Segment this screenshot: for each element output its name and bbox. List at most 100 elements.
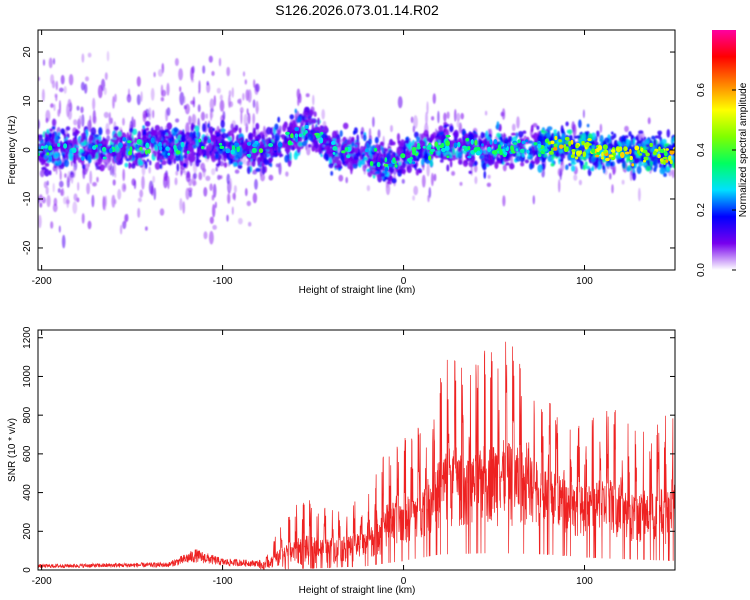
spectrogram-band-cell [148,137,152,141]
spectrogram-halo-cell [366,185,371,192]
spectrogram-peak-cell [158,145,163,151]
spectrogram-band-cell [314,140,319,149]
spectrogram-halo-cell [45,117,49,124]
spectrogram-peak-cell [618,146,623,152]
spectrogram-peak-cell [331,141,336,145]
spectrogram-peak-cell [304,124,309,129]
spectrogram-halo-cell [345,176,349,184]
spectrogram-band-cell [95,152,99,160]
spectrogram-band-cell [44,162,50,167]
spectrogram-band-cell [269,162,273,168]
spectrogram-band-cell [540,129,545,134]
spectrogram-halo-cell [131,178,136,186]
spectrogram-halo-cell [238,217,243,225]
spectrogram-halo-cell [206,81,209,86]
spectrogram-band-cell [221,132,227,139]
spectrogram-halo-cell [139,189,144,198]
spectrogram-halo-cell [150,87,155,101]
spectrogram-halo-cell [312,94,315,106]
spectrogram-halo-cell [582,109,585,119]
spectrogram-halo-cell [454,109,457,122]
spectrogram-peak-cell [553,146,558,151]
spectrogram-halo-cell [109,162,113,176]
spectrogram-band-cell [44,148,49,154]
spectrogram-halo-cell [297,97,300,106]
spectrogram-peak-cell [201,145,205,150]
spectrogram-peak-cell [513,142,518,145]
spectrogram-band-cell [211,135,216,142]
spectrogram-band-cell [246,166,251,175]
spectrogram-band-cell [350,155,354,162]
spectrogram-band-cell [586,123,590,128]
spectrogram-halo-cell [474,176,478,185]
spectrogram-halo-cell [122,168,125,182]
spectrogram-band-cell [397,169,403,174]
spectrogram-band-cell [238,161,243,166]
spectrogram-band-cell [599,134,604,144]
spectrogram-band-cell [227,136,232,141]
spectrogram-peak-cell [46,152,50,156]
spectrogram-halo-cell [59,180,64,188]
spectrogram-peak-cell [63,143,68,149]
spectrogram-halo-cell [141,175,145,190]
spectrogram-peak-cell [637,149,640,154]
spectrogram-halo-cell [255,83,260,93]
spectrogram-peak-cell [515,148,519,152]
spectrogram-halo-cell [157,69,163,77]
spectrogram-peak-cell [563,146,569,153]
spectrogram-band-cell [318,147,322,152]
spectrogram-band-cell [446,164,450,172]
spectrogram-peak-cell [638,153,643,156]
spectrogram-halo-cell [38,214,42,229]
spectrogram-band-cell [168,148,172,154]
spectrogram-halo-cell [446,111,450,119]
spectrogram-peak-cell [547,141,552,145]
spectrogram-peak-cell [575,144,579,149]
spectrogram-band-cell [97,157,103,163]
spectrogram-band-cell [206,150,210,160]
spectrogram-halo-cell [163,172,168,181]
spectrogram-peak-cell [294,133,299,138]
spectrogram-band-cell [630,159,633,163]
colorbar-tick-label: 0.0 [696,263,707,277]
spectrogram-peak-cell [568,140,572,147]
spectrogram-peak-cell [571,149,576,153]
spectrogram-band-cell [330,171,334,176]
spectrogram-peak-cell [48,145,53,151]
spectrogram-y-tick-label: 10 [22,95,33,107]
spectrogram-halo-cell [136,76,141,87]
spectrogram-halo-cell [609,172,612,180]
spectrogram-band-cell [261,161,265,168]
spectrogram-halo-cell [246,200,251,207]
spectrogram-band-cell [57,132,61,137]
spectrogram-band-cell [223,162,228,168]
spectrogram-band-cell [445,150,450,155]
spectrogram-band-cell [443,121,448,126]
spectrogram-band-cell [395,155,400,161]
spectrogram-halo-cell [213,95,216,107]
spectrogram-band-cell [277,129,281,135]
spectrogram-peak-cell [581,140,585,146]
spectrogram-halo-cell [599,123,603,133]
spectrogram-halo-cell [572,123,577,137]
spectrogram-peak-cell [408,158,412,164]
spectrogram-band-cell [626,166,631,172]
spectrogram-peak-cell [175,150,181,155]
spectrogram-halo-cell [150,185,154,197]
spectrogram-band-cell [605,162,611,167]
spectrogram-band-cell [41,157,45,166]
spectrogram-peak-cell [467,146,471,151]
spectrogram-band-cell [527,140,534,144]
spectrogram-peak-cell [444,145,450,151]
spectrogram-band-cell [257,160,261,166]
spectrogram-band-cell [663,172,667,177]
spectrogram-band-cell [215,131,221,137]
spectrogram-band-cell [311,145,316,152]
spectrogram-halo-cell [427,194,430,203]
spectrogram-peak-cell [41,145,44,150]
spectrogram-halo-cell [183,105,187,110]
spectrogram-band-cell [99,164,105,172]
spectrogram-band-cell [283,121,289,129]
spectrogram-band-cell [468,132,474,142]
spectrogram-band-cell [417,153,421,160]
